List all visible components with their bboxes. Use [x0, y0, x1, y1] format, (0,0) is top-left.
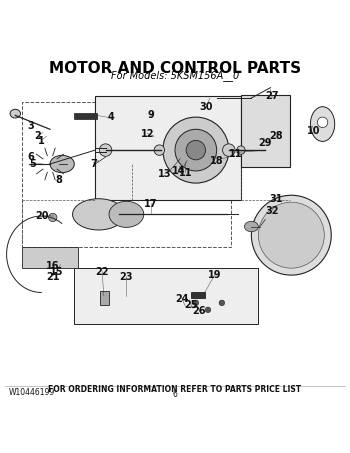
Text: 8: 8	[55, 174, 62, 185]
Text: 7: 7	[90, 159, 97, 169]
Circle shape	[205, 307, 211, 313]
Text: 32: 32	[265, 206, 279, 216]
Text: 6: 6	[28, 152, 34, 162]
Text: 30: 30	[199, 102, 213, 112]
Text: For Models: 5KSM156A__0: For Models: 5KSM156A__0	[111, 70, 239, 81]
Text: FOR ORDERING INFORMATION REFER TO PARTS PRICE LIST: FOR ORDERING INFORMATION REFER TO PARTS …	[48, 385, 302, 394]
Text: 4: 4	[107, 112, 114, 122]
Text: 21: 21	[46, 272, 60, 282]
Ellipse shape	[50, 155, 74, 173]
Text: 19: 19	[208, 270, 222, 280]
Text: 27: 27	[265, 92, 279, 101]
Text: 9: 9	[147, 111, 154, 120]
Bar	[100, 291, 109, 304]
Ellipse shape	[10, 109, 21, 118]
Circle shape	[154, 145, 164, 155]
Text: 11: 11	[178, 168, 192, 178]
Text: 17: 17	[144, 199, 158, 209]
Bar	[95, 96, 241, 201]
Ellipse shape	[72, 199, 125, 230]
Bar	[22, 101, 231, 247]
Text: 12: 12	[140, 130, 154, 140]
Text: 18: 18	[210, 155, 224, 165]
Circle shape	[251, 195, 331, 275]
Text: 14: 14	[172, 166, 185, 176]
Ellipse shape	[244, 222, 258, 231]
Text: 11: 11	[229, 149, 243, 159]
Text: 16: 16	[46, 261, 60, 271]
Circle shape	[49, 213, 57, 222]
Text: 28: 28	[269, 131, 282, 141]
Bar	[74, 113, 97, 119]
Text: 25: 25	[184, 299, 197, 309]
Circle shape	[258, 202, 324, 268]
Circle shape	[237, 146, 245, 154]
Bar	[191, 293, 204, 298]
Circle shape	[163, 117, 229, 183]
Text: 23: 23	[120, 272, 133, 282]
Text: 5: 5	[29, 159, 36, 169]
Text: 26: 26	[193, 306, 206, 316]
Text: 6: 6	[173, 390, 177, 399]
Text: 15: 15	[50, 267, 64, 277]
Circle shape	[193, 300, 198, 306]
Circle shape	[175, 129, 217, 171]
Text: 1: 1	[38, 136, 45, 146]
Circle shape	[186, 140, 205, 160]
Ellipse shape	[109, 201, 144, 227]
Circle shape	[219, 300, 225, 306]
Text: W10446199: W10446199	[8, 388, 55, 397]
Text: 2: 2	[34, 130, 41, 140]
Text: 10: 10	[307, 126, 321, 136]
Text: 20: 20	[36, 211, 49, 221]
Text: 13: 13	[158, 169, 172, 179]
Text: 24: 24	[175, 294, 189, 304]
Text: 29: 29	[259, 138, 272, 148]
Text: 22: 22	[95, 267, 109, 277]
Circle shape	[317, 117, 328, 128]
Bar	[22, 247, 78, 268]
Ellipse shape	[310, 107, 335, 141]
Circle shape	[99, 144, 112, 156]
Bar	[241, 95, 289, 168]
Text: 31: 31	[269, 194, 282, 204]
Text: MOTOR AND CONTROL PARTS: MOTOR AND CONTROL PARTS	[49, 61, 301, 76]
Circle shape	[223, 144, 235, 156]
Bar	[74, 268, 258, 324]
Text: 3: 3	[28, 121, 34, 131]
